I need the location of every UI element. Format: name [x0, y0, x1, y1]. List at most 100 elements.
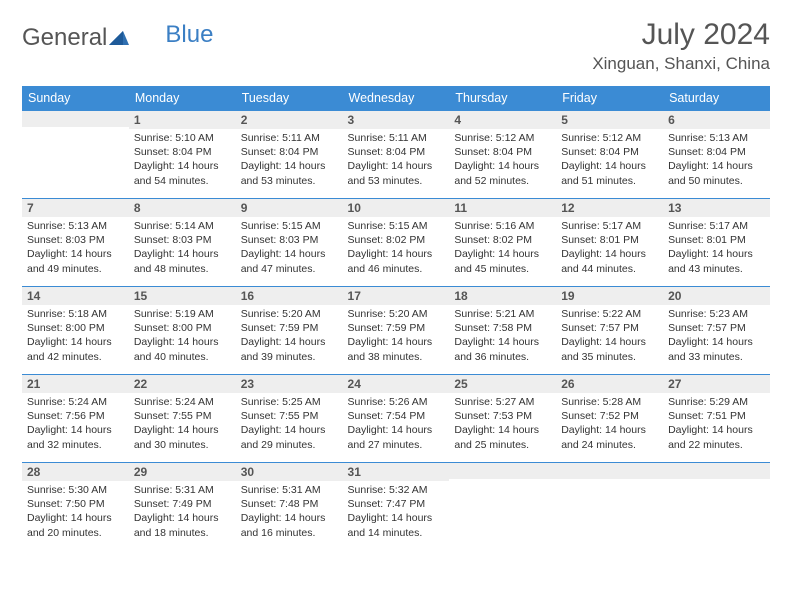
day-number: 23: [236, 374, 343, 393]
page-header: General Blue July 2024 Xinguan, Shanxi, …: [22, 18, 770, 74]
calendar-header-row: SundayMondayTuesdayWednesdayThursdayFrid…: [22, 86, 770, 110]
calendar-cell: 10Sunrise: 5:15 AMSunset: 8:02 PMDayligh…: [343, 198, 450, 286]
calendar-cell: 22Sunrise: 5:24 AMSunset: 7:55 PMDayligh…: [129, 374, 236, 462]
brand-part2: Blue: [165, 21, 213, 49]
day-content: Sunrise: 5:24 AMSunset: 7:56 PMDaylight:…: [22, 393, 129, 456]
calendar-cell: 29Sunrise: 5:31 AMSunset: 7:49 PMDayligh…: [129, 462, 236, 550]
calendar-cell: 16Sunrise: 5:20 AMSunset: 7:59 PMDayligh…: [236, 286, 343, 374]
brand-part1: General: [22, 24, 107, 52]
day-number: 19: [556, 286, 663, 305]
day-content: Sunrise: 5:30 AMSunset: 7:50 PMDaylight:…: [22, 481, 129, 544]
calendar-cell: 4Sunrise: 5:12 AMSunset: 8:04 PMDaylight…: [449, 110, 556, 198]
calendar-cell: 23Sunrise: 5:25 AMSunset: 7:55 PMDayligh…: [236, 374, 343, 462]
day-number: [22, 110, 129, 127]
calendar-cell: 1Sunrise: 5:10 AMSunset: 8:04 PMDaylight…: [129, 110, 236, 198]
month-title: July 2024: [592, 18, 770, 52]
day-number: 9: [236, 198, 343, 217]
calendar-cell: 15Sunrise: 5:19 AMSunset: 8:00 PMDayligh…: [129, 286, 236, 374]
day-number: 25: [449, 374, 556, 393]
day-number: 10: [343, 198, 450, 217]
triangle-icon: [109, 29, 129, 47]
day-number: [663, 462, 770, 479]
calendar-cell: 5Sunrise: 5:12 AMSunset: 8:04 PMDaylight…: [556, 110, 663, 198]
calendar-cell: 8Sunrise: 5:14 AMSunset: 8:03 PMDaylight…: [129, 198, 236, 286]
day-content: Sunrise: 5:16 AMSunset: 8:02 PMDaylight:…: [449, 217, 556, 280]
day-number: 3: [343, 110, 450, 129]
day-number: 8: [129, 198, 236, 217]
calendar-row: 14Sunrise: 5:18 AMSunset: 8:00 PMDayligh…: [22, 286, 770, 374]
day-content: Sunrise: 5:17 AMSunset: 8:01 PMDaylight:…: [663, 217, 770, 280]
day-number: 16: [236, 286, 343, 305]
calendar-cell: 28Sunrise: 5:30 AMSunset: 7:50 PMDayligh…: [22, 462, 129, 550]
day-number: 7: [22, 198, 129, 217]
day-number: 29: [129, 462, 236, 481]
calendar-row: 21Sunrise: 5:24 AMSunset: 7:56 PMDayligh…: [22, 374, 770, 462]
day-content: Sunrise: 5:21 AMSunset: 7:58 PMDaylight:…: [449, 305, 556, 368]
day-number: 2: [236, 110, 343, 129]
calendar-cell: 31Sunrise: 5:32 AMSunset: 7:47 PMDayligh…: [343, 462, 450, 550]
weekday-header: Sunday: [22, 86, 129, 110]
calendar-cell: [449, 462, 556, 550]
day-content: Sunrise: 5:20 AMSunset: 7:59 PMDaylight:…: [343, 305, 450, 368]
day-number: 14: [22, 286, 129, 305]
calendar-cell: 13Sunrise: 5:17 AMSunset: 8:01 PMDayligh…: [663, 198, 770, 286]
calendar-cell: 9Sunrise: 5:15 AMSunset: 8:03 PMDaylight…: [236, 198, 343, 286]
day-number: 11: [449, 198, 556, 217]
day-number: 13: [663, 198, 770, 217]
day-content: Sunrise: 5:13 AMSunset: 8:03 PMDaylight:…: [22, 217, 129, 280]
day-content: Sunrise: 5:17 AMSunset: 8:01 PMDaylight:…: [556, 217, 663, 280]
day-number: 5: [556, 110, 663, 129]
calendar-cell: 14Sunrise: 5:18 AMSunset: 8:00 PMDayligh…: [22, 286, 129, 374]
brand-logo: General Blue: [22, 18, 213, 52]
day-number: 4: [449, 110, 556, 129]
day-content: Sunrise: 5:24 AMSunset: 7:55 PMDaylight:…: [129, 393, 236, 456]
calendar-cell: 27Sunrise: 5:29 AMSunset: 7:51 PMDayligh…: [663, 374, 770, 462]
calendar-cell: 24Sunrise: 5:26 AMSunset: 7:54 PMDayligh…: [343, 374, 450, 462]
weekday-header: Thursday: [449, 86, 556, 110]
calendar-cell: 17Sunrise: 5:20 AMSunset: 7:59 PMDayligh…: [343, 286, 450, 374]
day-content: Sunrise: 5:22 AMSunset: 7:57 PMDaylight:…: [556, 305, 663, 368]
calendar-row: 7Sunrise: 5:13 AMSunset: 8:03 PMDaylight…: [22, 198, 770, 286]
day-number: 18: [449, 286, 556, 305]
title-block: July 2024 Xinguan, Shanxi, China: [592, 18, 770, 74]
day-content: Sunrise: 5:31 AMSunset: 7:48 PMDaylight:…: [236, 481, 343, 544]
day-number: 6: [663, 110, 770, 129]
day-number: [449, 462, 556, 479]
day-content: Sunrise: 5:19 AMSunset: 8:00 PMDaylight:…: [129, 305, 236, 368]
calendar-cell: 30Sunrise: 5:31 AMSunset: 7:48 PMDayligh…: [236, 462, 343, 550]
day-content: Sunrise: 5:11 AMSunset: 8:04 PMDaylight:…: [343, 129, 450, 192]
day-number: [556, 462, 663, 479]
weekday-header: Monday: [129, 86, 236, 110]
calendar-cell: [22, 110, 129, 198]
calendar-cell: 12Sunrise: 5:17 AMSunset: 8:01 PMDayligh…: [556, 198, 663, 286]
day-number: 20: [663, 286, 770, 305]
day-content: Sunrise: 5:10 AMSunset: 8:04 PMDaylight:…: [129, 129, 236, 192]
location-text: Xinguan, Shanxi, China: [592, 54, 770, 74]
calendar-table: SundayMondayTuesdayWednesdayThursdayFrid…: [22, 86, 770, 550]
day-content: Sunrise: 5:25 AMSunset: 7:55 PMDaylight:…: [236, 393, 343, 456]
weekday-header: Tuesday: [236, 86, 343, 110]
day-number: 30: [236, 462, 343, 481]
day-content: Sunrise: 5:15 AMSunset: 8:03 PMDaylight:…: [236, 217, 343, 280]
day-content: Sunrise: 5:15 AMSunset: 8:02 PMDaylight:…: [343, 217, 450, 280]
weekday-header: Wednesday: [343, 86, 450, 110]
day-number: 28: [22, 462, 129, 481]
weekday-header: Saturday: [663, 86, 770, 110]
day-content: Sunrise: 5:23 AMSunset: 7:57 PMDaylight:…: [663, 305, 770, 368]
calendar-cell: 7Sunrise: 5:13 AMSunset: 8:03 PMDaylight…: [22, 198, 129, 286]
calendar-row: 1Sunrise: 5:10 AMSunset: 8:04 PMDaylight…: [22, 110, 770, 198]
day-content: Sunrise: 5:12 AMSunset: 8:04 PMDaylight:…: [449, 129, 556, 192]
day-content: Sunrise: 5:12 AMSunset: 8:04 PMDaylight:…: [556, 129, 663, 192]
calendar-cell: 2Sunrise: 5:11 AMSunset: 8:04 PMDaylight…: [236, 110, 343, 198]
day-content: Sunrise: 5:28 AMSunset: 7:52 PMDaylight:…: [556, 393, 663, 456]
calendar-cell: [556, 462, 663, 550]
day-number: 24: [343, 374, 450, 393]
calendar-cell: 6Sunrise: 5:13 AMSunset: 8:04 PMDaylight…: [663, 110, 770, 198]
calendar-cell: 20Sunrise: 5:23 AMSunset: 7:57 PMDayligh…: [663, 286, 770, 374]
day-content: Sunrise: 5:32 AMSunset: 7:47 PMDaylight:…: [343, 481, 450, 544]
day-number: 1: [129, 110, 236, 129]
day-number: 22: [129, 374, 236, 393]
calendar-row: 28Sunrise: 5:30 AMSunset: 7:50 PMDayligh…: [22, 462, 770, 550]
day-content: Sunrise: 5:14 AMSunset: 8:03 PMDaylight:…: [129, 217, 236, 280]
day-number: 12: [556, 198, 663, 217]
